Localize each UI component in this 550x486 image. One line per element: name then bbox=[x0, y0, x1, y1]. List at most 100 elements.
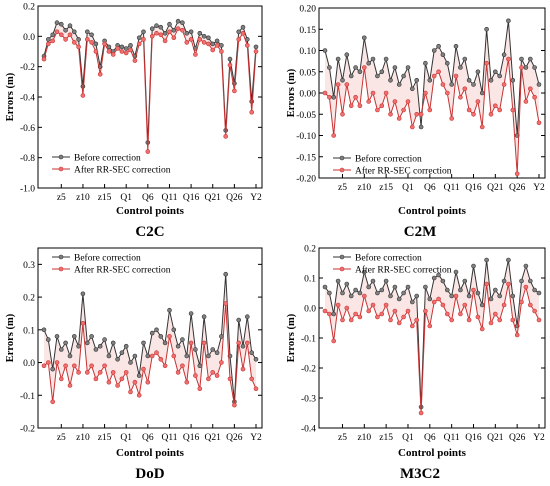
point-before bbox=[236, 29, 241, 35]
point-before bbox=[72, 29, 77, 35]
point-before bbox=[527, 278, 533, 284]
x-tick-label: Q1 bbox=[402, 433, 414, 443]
y-tick-label: 0.0 bbox=[23, 359, 35, 369]
point-before bbox=[76, 343, 81, 349]
point-after bbox=[357, 103, 363, 109]
point-after bbox=[184, 40, 190, 45]
point-before bbox=[405, 284, 411, 290]
point-after bbox=[93, 49, 99, 54]
point-after bbox=[167, 29, 172, 35]
point-after bbox=[89, 40, 94, 45]
point-before bbox=[388, 78, 393, 83]
point-before bbox=[488, 78, 494, 83]
point-before bbox=[141, 340, 146, 346]
point-before bbox=[335, 278, 341, 284]
x-tick-label: Q16 bbox=[183, 433, 200, 443]
point-before bbox=[249, 350, 254, 356]
point-before bbox=[519, 56, 524, 62]
point-before bbox=[414, 78, 420, 83]
point-before bbox=[201, 314, 207, 320]
y-tick-label: -0.6 bbox=[20, 124, 35, 134]
point-after bbox=[523, 284, 529, 290]
point-after bbox=[175, 370, 181, 375]
point-before bbox=[119, 350, 125, 356]
series-line-after bbox=[324, 58, 540, 174]
point-before bbox=[436, 43, 441, 49]
point-before bbox=[375, 73, 380, 79]
point-after bbox=[418, 410, 424, 416]
point-after bbox=[510, 107, 516, 113]
point-after bbox=[132, 58, 138, 63]
y-tick-label: 0.0 bbox=[304, 305, 316, 315]
x-tick-label: z15 bbox=[98, 193, 112, 203]
point-after bbox=[396, 116, 402, 121]
point-after bbox=[348, 317, 354, 323]
point-after bbox=[488, 320, 494, 326]
point-before bbox=[210, 41, 215, 47]
point-after bbox=[475, 314, 481, 320]
point-before bbox=[210, 347, 215, 352]
point-before bbox=[80, 291, 86, 297]
point-after bbox=[240, 366, 246, 372]
point-after bbox=[253, 386, 259, 392]
x-tick-label: Q6 bbox=[142, 433, 154, 443]
point-after bbox=[527, 302, 533, 308]
point-after bbox=[219, 360, 224, 365]
point-after bbox=[188, 37, 194, 42]
point-after bbox=[340, 317, 345, 323]
point-before bbox=[197, 363, 203, 369]
point-after bbox=[536, 120, 542, 126]
point-before bbox=[167, 307, 172, 313]
point-after bbox=[453, 73, 459, 79]
point-before bbox=[67, 353, 73, 359]
point-after bbox=[128, 389, 133, 395]
point-after bbox=[361, 293, 367, 299]
point-before bbox=[523, 263, 529, 269]
point-before bbox=[76, 37, 81, 42]
point-before bbox=[63, 340, 68, 346]
point-after bbox=[488, 112, 494, 117]
x-tick-label: z5 bbox=[57, 193, 66, 203]
x-tick-label: Q21 bbox=[487, 433, 504, 443]
x-tick-label: z15 bbox=[379, 433, 393, 443]
point-before bbox=[449, 82, 455, 87]
point-after bbox=[392, 99, 398, 104]
point-after bbox=[72, 363, 77, 369]
x-tick-label: Q1 bbox=[120, 193, 132, 203]
point-after bbox=[197, 386, 203, 392]
point-after bbox=[119, 49, 125, 54]
point-before bbox=[501, 52, 507, 58]
x-tick-label: z10 bbox=[357, 433, 371, 443]
point-after bbox=[344, 305, 350, 311]
point-after bbox=[97, 72, 103, 77]
point-before bbox=[405, 65, 411, 70]
point-after bbox=[236, 37, 241, 42]
point-after bbox=[436, 296, 441, 302]
point-before bbox=[45, 37, 51, 42]
y-tick-label: -0.4 bbox=[20, 94, 35, 104]
point-after bbox=[466, 317, 472, 323]
point-after bbox=[236, 340, 241, 346]
point-before bbox=[128, 360, 133, 365]
y-tick-label: 0.10 bbox=[299, 47, 316, 57]
legend-label-before: Before correction bbox=[355, 253, 422, 264]
point-before bbox=[449, 293, 455, 299]
point-before bbox=[523, 65, 529, 70]
point-before bbox=[180, 20, 185, 26]
point-after bbox=[145, 379, 151, 385]
point-before bbox=[58, 347, 64, 352]
point-before bbox=[392, 284, 398, 290]
legend-label-after: After RR-SEC correction bbox=[355, 166, 452, 177]
legend-marker-after bbox=[339, 167, 345, 173]
point-after bbox=[223, 301, 228, 306]
point-before bbox=[431, 275, 437, 281]
x-tick-label: z5 bbox=[57, 433, 66, 443]
y-axis-label: Errors (m) bbox=[5, 313, 16, 362]
point-before bbox=[479, 302, 485, 308]
legend-marker-after bbox=[339, 266, 345, 272]
point-before bbox=[462, 56, 468, 62]
point-after bbox=[162, 363, 168, 369]
x-tick-label: z15 bbox=[379, 183, 393, 193]
point-after bbox=[162, 38, 168, 44]
point-after bbox=[193, 373, 198, 378]
